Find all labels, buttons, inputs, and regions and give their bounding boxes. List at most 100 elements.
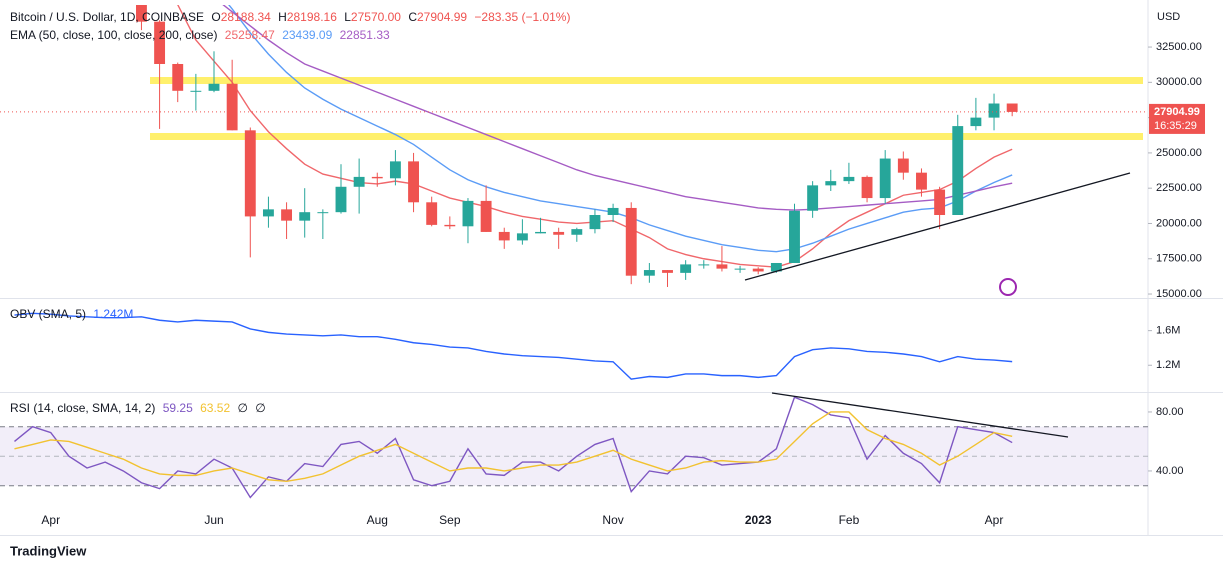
candle-body xyxy=(244,130,256,217)
candle-body xyxy=(970,117,982,127)
y-tick-label: 1.2M xyxy=(1156,359,1180,371)
candle-body xyxy=(172,63,184,91)
candle-body xyxy=(136,5,147,22)
y-tick-label: 22500.00 xyxy=(1156,182,1202,194)
indicator-title: EMA (50, close, 100, close, 200, close) xyxy=(10,28,218,42)
y-tick-label: 25000.00 xyxy=(1156,147,1202,159)
candle-body xyxy=(897,158,909,173)
rsi-extra: ∅ xyxy=(237,401,248,415)
candle-body xyxy=(208,83,220,91)
alert-icon[interactable] xyxy=(999,278,1017,296)
support-zone xyxy=(150,133,1143,140)
rsi-pane xyxy=(0,396,1148,499)
candle-body xyxy=(716,264,728,269)
trend-line xyxy=(771,392,1069,438)
last-price-label: 27904.99 xyxy=(1154,106,1200,118)
candle-body xyxy=(589,215,601,230)
y-tick-label: 1.6M xyxy=(1156,325,1180,337)
candle-body xyxy=(226,83,238,131)
indicator-title: OBV (SMA, 5) xyxy=(10,307,87,321)
ohlc-label: C xyxy=(408,10,417,24)
candle-body xyxy=(879,158,891,199)
x-tick-label: Apr xyxy=(985,513,1004,527)
candle-body xyxy=(389,161,401,179)
candle-body xyxy=(154,21,166,64)
indicator-line xyxy=(14,411,1013,482)
x-tick-label: Apr xyxy=(41,513,60,527)
y-tick-label: 80.00 xyxy=(1156,406,1184,418)
candle-body xyxy=(934,189,946,216)
obv-legend: OBV (SMA, 5) 1.242M xyxy=(10,307,137,321)
candle-body xyxy=(825,181,837,186)
indicator-line xyxy=(177,5,1013,268)
candle-body xyxy=(571,229,583,235)
price-pane xyxy=(136,5,1143,287)
x-tick-label: Aug xyxy=(367,513,388,527)
candle-body xyxy=(643,270,655,276)
candle-body xyxy=(408,161,419,203)
candle-body xyxy=(807,185,819,211)
rsi-legend: RSI (14, close, SMA, 14, 2) 59.25 63.52 … xyxy=(10,401,270,415)
x-tick-label: 2023 xyxy=(745,513,772,527)
x-tick-label: Sep xyxy=(439,513,461,527)
candle-body xyxy=(752,268,764,272)
y-tick-label: 15000.00 xyxy=(1156,288,1202,300)
symbol-title: Bitcoin / U.S. Dollar, 1D, COINBASE xyxy=(10,10,205,24)
candle-body xyxy=(770,262,782,272)
candle-body xyxy=(516,233,528,241)
candle-body xyxy=(952,126,964,216)
candle-body xyxy=(371,176,383,179)
candle-body xyxy=(662,270,673,273)
candle-body xyxy=(335,186,347,213)
candle-body xyxy=(535,231,546,234)
candle-body xyxy=(916,172,927,190)
indicator-line xyxy=(222,5,1013,211)
trend-line xyxy=(744,172,1131,281)
candle-body xyxy=(988,103,1000,118)
candle-body xyxy=(843,176,855,182)
ema-value: 22851.33 xyxy=(339,28,390,42)
rsi-extra: ∅ xyxy=(255,401,266,415)
candle-body xyxy=(734,268,746,270)
x-tick-label: Jun xyxy=(204,513,223,527)
ohlc-label: L xyxy=(344,10,351,24)
candle-body xyxy=(607,207,619,216)
change: −283.35 (−1.01%) xyxy=(474,10,571,24)
ema-legend: EMA (50, close, 100, close, 200, close) … xyxy=(10,28,394,42)
rsi-sma-value: 63.52 xyxy=(200,401,231,415)
logo: TradingView xyxy=(10,543,87,558)
candle-body xyxy=(426,202,438,225)
candle-body xyxy=(789,210,800,263)
last-price-box xyxy=(1149,103,1205,134)
ohlc-value: 27904.99 xyxy=(417,10,468,24)
candle-body xyxy=(444,224,456,227)
candle-body xyxy=(861,176,873,199)
y-tick-label: 40.00 xyxy=(1156,465,1184,477)
indicator-line xyxy=(14,312,1013,380)
candle-body xyxy=(317,212,329,214)
ohlc-value: 27570.00 xyxy=(350,10,401,24)
ohlc-label: O xyxy=(211,10,221,24)
candle-body xyxy=(353,176,365,187)
candle-body xyxy=(480,200,492,232)
obv-pane xyxy=(14,312,1013,380)
y-tick-label: 32500.00 xyxy=(1156,41,1202,53)
candle-body xyxy=(281,209,293,221)
ema-value: 23439.09 xyxy=(282,28,333,42)
resistance-zone xyxy=(150,77,1143,84)
y-tick-label: 20000.00 xyxy=(1156,217,1202,229)
ema-value: 25258.47 xyxy=(224,28,275,42)
x-tick-label: Feb xyxy=(839,513,860,527)
y-tick-label: 30000.00 xyxy=(1156,76,1202,88)
countdown-label: 16:35:29 xyxy=(1154,120,1197,132)
candle-body xyxy=(462,200,474,227)
price-legend: Bitcoin / U.S. Dollar, 1D, COINBASE O 281… xyxy=(10,10,574,24)
indicator-line xyxy=(228,5,1013,253)
ohlc-value: 28198.16 xyxy=(286,10,337,24)
candle-body xyxy=(299,212,311,221)
candle-body xyxy=(190,90,202,92)
candle-body xyxy=(498,231,510,241)
candle-body xyxy=(553,231,565,235)
